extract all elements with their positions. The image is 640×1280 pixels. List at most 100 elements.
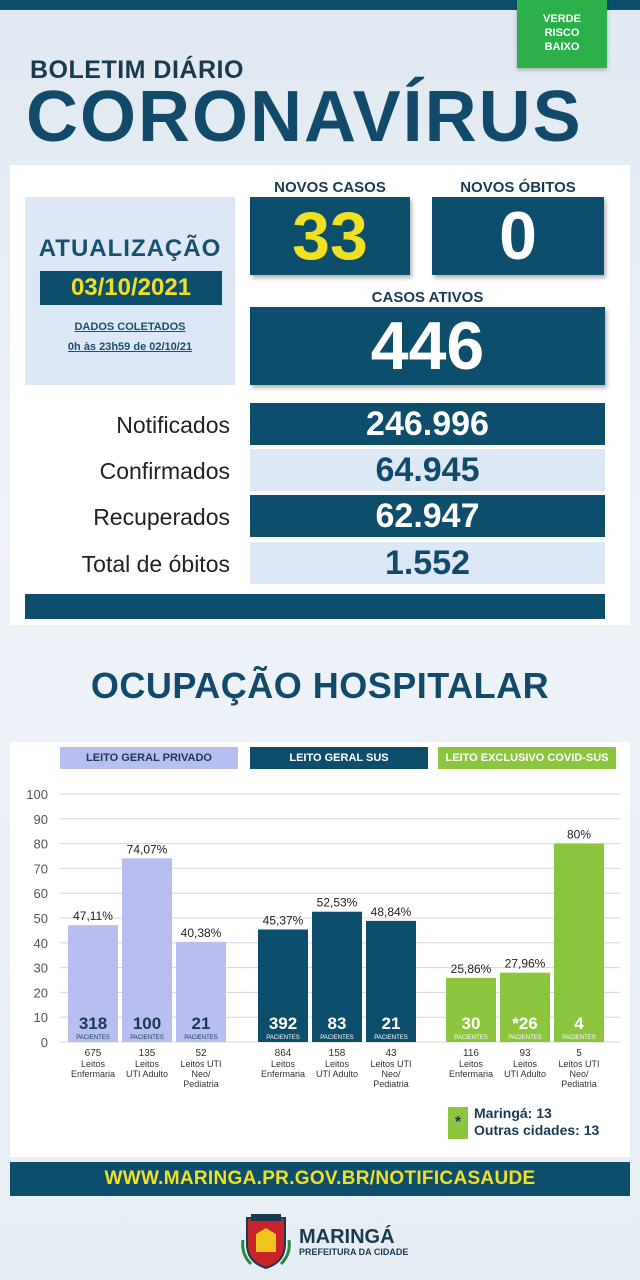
totals-value-notified: 246.996 (250, 403, 605, 445)
bar-percent-label: 25,86% (451, 962, 492, 976)
bar-beds-desc: Enfermaria (261, 1069, 305, 1079)
bar-beds-desc: Neo/ (569, 1069, 589, 1079)
bar-patients-count: 100 (133, 1014, 161, 1033)
panel-footer-bar (25, 594, 605, 619)
bar-patients-unit: PACIENTES (374, 1035, 408, 1041)
bar-beds-desc: Leitos (513, 1059, 538, 1069)
bar-patients-count: 83 (328, 1014, 347, 1033)
legend-line: Outras cidades: 13 (474, 1122, 600, 1138)
chart-bar (312, 911, 362, 1042)
bar-percent-label: 27,96% (505, 957, 546, 971)
chart-bar (176, 941, 226, 1042)
city-name: MARINGÁ (299, 1226, 395, 1248)
bar-beds-desc: UTI Adulto (504, 1069, 546, 1079)
bar-percent-label: 48,84% (371, 905, 412, 919)
chart-group-header: LEITO EXCLUSIVO COVID-SUS (438, 747, 616, 769)
bar-beds-desc: Pediatria (373, 1079, 409, 1089)
bar-patients-count: *26 (512, 1014, 538, 1033)
chart-bar (446, 977, 496, 1042)
update-box: ATUALIZAÇÃO 03/10/2021 DADOS COLETADOS 0… (25, 197, 235, 385)
y-tick-label: 60 (34, 886, 48, 901)
bar-beds-count: 93 (519, 1048, 531, 1059)
bar-beds-count: 43 (385, 1048, 397, 1059)
update-note: DADOS COLETADOS 0h às 23h59 de 02/10/21 (25, 317, 235, 357)
bar-patients-unit: PACIENTES (454, 1035, 488, 1041)
bar-beds-desc: UTI Adulto (316, 1069, 358, 1079)
bar-beds-count: 5 (576, 1048, 582, 1059)
bar-beds-count: 864 (275, 1048, 292, 1059)
y-tick-label: 90 (34, 812, 48, 827)
risk-level-badge: VERDE RISCO BAIXO (517, 0, 607, 68)
bar-beds-desc: Pediatria (183, 1079, 219, 1089)
totals-value-recovered: 62.947 (250, 495, 605, 537)
update-date: 03/10/2021 (40, 271, 222, 305)
new-deaths-label: NOVOS ÓBITOS (460, 179, 576, 196)
website-link[interactable]: WWW.MARINGA.PR.GOV.BR/NOTIFICASAUDE (10, 1162, 630, 1196)
city-subtitle: PREFEITURA DA CIDADE (299, 1247, 409, 1257)
chart-group-header: LEITO GERAL PRIVADO (60, 747, 238, 769)
bar-patients-count: 21 (192, 1014, 211, 1033)
y-tick-label: 30 (34, 961, 48, 976)
bar-percent-label: 74,07% (127, 842, 168, 856)
active-cases-label: CASOS ATIVOS (371, 289, 484, 306)
active-cases-value: 446 (250, 307, 605, 385)
y-tick-label: 40 (34, 936, 48, 951)
bar-beds-desc: Leitos (271, 1059, 296, 1069)
bar-beds-desc: Leitos (325, 1059, 350, 1069)
top-stripe (0, 0, 640, 10)
bar-beds-desc: Leitos (135, 1059, 160, 1069)
bar-patients-count: 4 (574, 1014, 584, 1033)
bar-percent-label: 47,11% (73, 909, 113, 923)
chart-bar (258, 929, 308, 1042)
bar-beds-desc: Leitos (459, 1059, 484, 1069)
bar-beds-desc: Pediatria (561, 1079, 597, 1089)
bar-beds-desc: Leitos (81, 1059, 106, 1069)
legend-text: Maringá: 13 Outras cidades: 13 (474, 1105, 634, 1139)
page-title: CORONAVÍRUS (26, 77, 583, 157)
hospital-section-title: OCUPAÇÃO HOSPITALAR (90, 665, 550, 706)
city-crest-icon (241, 1214, 291, 1270)
bar-patients-unit: PACIENTES (562, 1035, 596, 1041)
bar-patients-unit: PACIENTES (320, 1035, 354, 1041)
bar-beds-desc: Leitos UTI (180, 1059, 221, 1069)
chart-bar (554, 843, 604, 1042)
bar-beds-desc: UTI Adulto (126, 1069, 168, 1079)
bar-percent-label: 80% (567, 828, 591, 842)
legend-swatch: * (448, 1107, 468, 1139)
chart-bar (500, 972, 550, 1042)
bar-beds-desc: Leitos UTI (558, 1059, 599, 1069)
bar-beds-count: 675 (85, 1048, 102, 1059)
chart-group-header: LEITO GERAL SUS (250, 747, 428, 769)
risk-badge-line: BAIXO (544, 41, 580, 53)
totals-label-recovered: Recuperados (93, 504, 230, 530)
y-tick-label: 20 (34, 985, 48, 1000)
bar-percent-label: 45,37% (263, 913, 304, 927)
chart-svg: 0 10 20 30 40 50 60 70 80 90 100 47,11% 318 PACIENTES… (26, 787, 620, 1089)
bar-percent-label: 52,53% (317, 896, 358, 910)
chart-bar (68, 925, 118, 1042)
y-tick-label: 0 (41, 1035, 48, 1050)
bar-beds-desc: Leitos UTI (370, 1059, 411, 1069)
bar-beds-desc: Enfermaria (71, 1069, 115, 1079)
bar-patients-unit: PACIENTES (266, 1035, 300, 1041)
totals-label-confirmed: Confirmados (99, 458, 230, 484)
update-note-line: 0h às 23h59 de 02/10/21 (67, 341, 193, 353)
bar-patients-unit: PACIENTES (508, 1035, 542, 1041)
bar-beds-desc: Enfermaria (449, 1069, 493, 1079)
bar-patients-count: 21 (382, 1014, 401, 1033)
update-note-line: DADOS COLETADOS (74, 321, 186, 333)
bar-patients-unit: PACIENTES (130, 1035, 164, 1041)
y-tick-label: 50 (34, 911, 48, 926)
summary-panel: ATUALIZAÇÃO 03/10/2021 DADOS COLETADOS 0… (10, 165, 630, 625)
chart-bar (122, 858, 172, 1042)
bar-beds-count: 135 (139, 1048, 156, 1059)
bar-beds-count: 52 (195, 1048, 207, 1059)
y-tick-label: 10 (34, 1010, 48, 1025)
legend-line: Maringá: 13 (474, 1105, 552, 1121)
risk-badge-line: RISCO (544, 27, 580, 39)
y-tick-label: 70 (34, 861, 48, 876)
totals-value-deaths: 1.552 (250, 542, 605, 584)
update-title: ATUALIZAÇÃO (38, 235, 222, 262)
new-deaths-value: 0 (432, 197, 604, 275)
hospital-occupancy-chart: LEITO GERAL PRIVADO LEITO GERAL SUS LEIT… (10, 742, 630, 1157)
